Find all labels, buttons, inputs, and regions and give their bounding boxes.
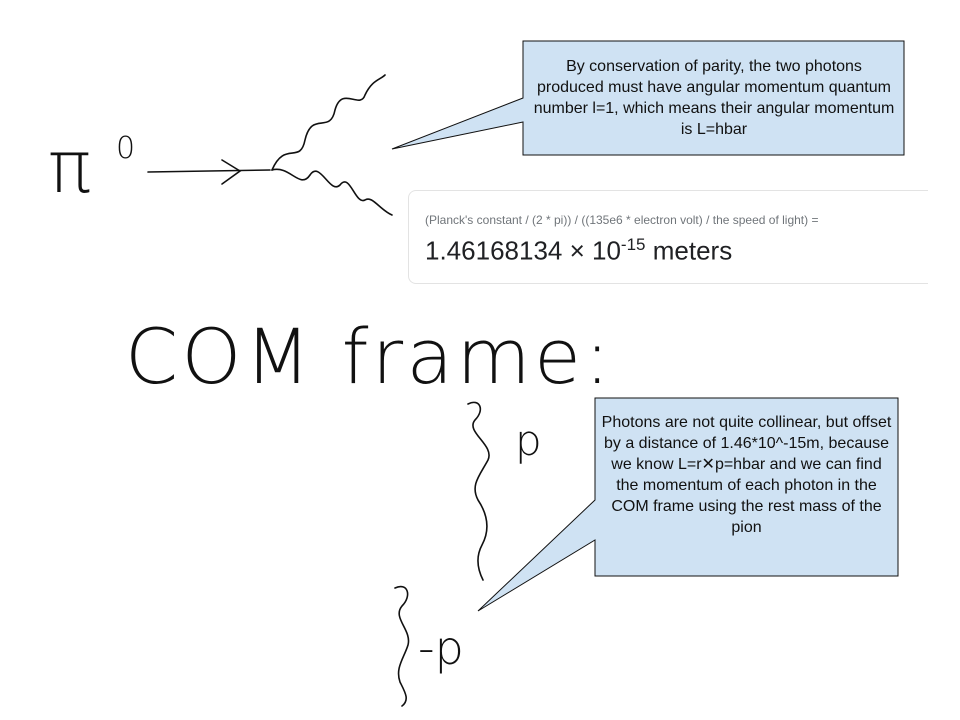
callout-text: By conservation of parity, the two photo…	[533, 58, 895, 138]
arrow-head	[221, 159, 242, 185]
photon-minus-p	[394, 585, 410, 707]
photon-lower	[271, 168, 393, 216]
arrow-line	[147, 169, 271, 173]
pi-superscript: 0	[116, 131, 135, 166]
result-unit: meters	[652, 235, 733, 266]
calculator-result: 1.46168134 × 10-15 meters	[425, 235, 732, 267]
calculator-query: (Planck's constant / (2 * pi)) / ((135e6…	[425, 213, 819, 227]
sketch	[147, 74, 490, 707]
frame-label: COM frame:	[125, 312, 610, 401]
pi-label: π	[48, 125, 91, 209]
photon-p	[467, 401, 490, 581]
photon-upper	[271, 74, 386, 171]
momentum-label: p	[515, 416, 542, 465]
result-exponent: -15	[620, 235, 646, 254]
momentum-label: -p	[418, 621, 464, 675]
callout-box	[391, 40, 905, 156]
result-mantissa: 1.46168134 × 10	[425, 235, 621, 266]
callout-text: Photons are not quite collinear, but off…	[601, 414, 892, 536]
calculator-card: (Planck's constant / (2 * pi)) / ((135e6…	[408, 190, 928, 284]
callout-box	[477, 397, 899, 612]
